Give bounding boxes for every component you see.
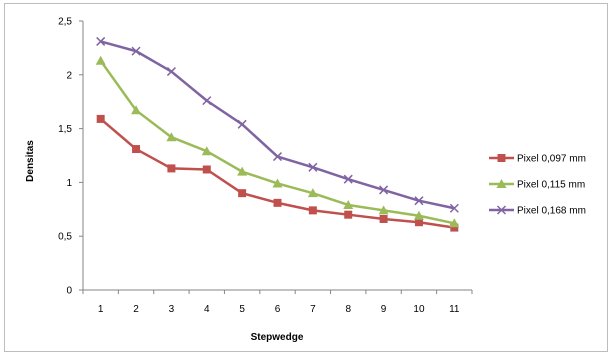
series-1 — [96, 114, 459, 232]
x-axis-title: Stepwedge — [251, 332, 304, 343]
data-point — [308, 206, 317, 215]
data-point — [238, 189, 247, 198]
data-point — [96, 36, 106, 46]
data-point — [96, 114, 105, 123]
data-point — [166, 132, 177, 142]
x-tick-label: 6 — [275, 304, 281, 315]
series-3 — [96, 36, 459, 213]
series-line — [99, 117, 455, 229]
data-point — [378, 205, 389, 215]
data-point — [131, 105, 142, 115]
data-point — [202, 165, 211, 174]
x-axis: 1 2 3 4 5 6 7 8 9 10 11 — [82, 289, 473, 315]
legend-label: Pixel 0,115 mm — [517, 180, 585, 191]
legend-item: Pixel 0,168 mm — [489, 205, 586, 217]
x-tick-label: 1 — [98, 304, 104, 315]
y-tick-label: 0,5 — [58, 232, 72, 243]
chart-area — [4, 3, 608, 352]
x-tick-label: 5 — [239, 304, 245, 315]
data-point — [413, 210, 424, 220]
x-tick-label: 8 — [345, 304, 351, 315]
legend-item: Pixel 0,097 mm — [489, 154, 586, 165]
legend-swatch-marker — [496, 205, 507, 215]
data-point — [166, 67, 176, 77]
data-point — [201, 146, 212, 156]
data-point — [273, 198, 282, 207]
legend-swatch-marker — [497, 154, 506, 162]
y-tick-label: 0 — [66, 286, 72, 297]
data-point — [449, 203, 459, 213]
data-point — [414, 218, 423, 227]
data-point — [343, 199, 354, 209]
data-point — [379, 214, 388, 223]
x-tick-label: 4 — [204, 304, 210, 315]
data-point — [131, 46, 141, 56]
x-tick-label: 9 — [381, 304, 387, 315]
data-point — [237, 166, 248, 176]
y-tick-label: 2 — [66, 70, 72, 81]
y-tick-label: 1 — [66, 178, 72, 189]
legend-label: Pixel 0,097 mm — [517, 154, 586, 165]
x-tick-label: 11 — [449, 304, 460, 315]
x-tick-label: 7 — [310, 304, 316, 315]
series-layer — [95, 36, 460, 232]
y-tick-label: 2,5 — [58, 17, 72, 28]
legend-label: Pixel 0,168 mm — [517, 206, 586, 217]
data-point — [449, 218, 460, 228]
x-tick-label: 2 — [133, 304, 139, 315]
x-tick-label: 3 — [169, 304, 175, 315]
y-tick-label: 1,5 — [58, 124, 72, 135]
data-point — [95, 55, 106, 65]
data-point — [450, 223, 459, 232]
data-point — [414, 196, 424, 206]
data-point — [237, 119, 247, 129]
data-point — [132, 145, 141, 154]
data-point — [343, 174, 353, 184]
legend-item: Pixel 0,115 mm — [489, 179, 585, 191]
data-point — [379, 185, 389, 195]
data-point — [272, 178, 283, 188]
data-point — [272, 152, 283, 162]
x-tick-label: 10 — [413, 304, 425, 315]
y-axis-title: Densitas — [25, 140, 36, 182]
series-2 — [95, 55, 460, 228]
data-point — [202, 96, 212, 106]
legend-swatch-marker — [496, 179, 507, 188]
legend: Pixel 0,097 mm Pixel 0,115 mm Pixel 0,168 … — [489, 154, 586, 217]
data-point — [344, 210, 353, 219]
y-axis: 0 0,5 1 1,5 2 2,5 — [58, 17, 84, 297]
data-point — [307, 188, 318, 198]
data-point — [308, 162, 318, 172]
data-point — [167, 164, 176, 173]
